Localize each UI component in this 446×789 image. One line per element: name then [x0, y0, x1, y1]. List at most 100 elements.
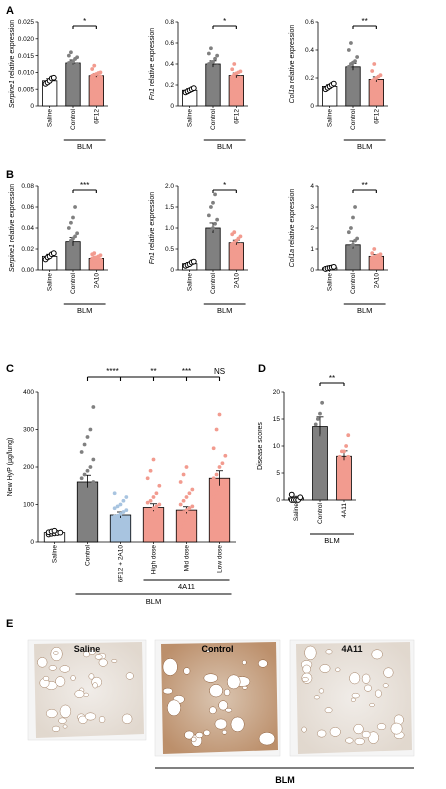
y-tick-label: 0.5 — [165, 246, 174, 253]
y-tick-label: 1 — [310, 246, 314, 253]
alveolar-space — [345, 737, 354, 744]
data-point — [217, 412, 222, 417]
data-point — [370, 87, 375, 92]
data-point — [91, 457, 96, 462]
y-axis-label-gene: Serpine1 — [9, 80, 16, 108]
x-tick-label: Control — [210, 272, 217, 294]
significance-label: NS — [214, 367, 225, 376]
y-tick-label: 0 — [170, 267, 174, 274]
x-tick-label: Saline — [187, 109, 194, 127]
alveolar-space — [83, 692, 89, 697]
data-point — [79, 517, 84, 522]
x-tick-label: 6F12 — [93, 109, 100, 124]
y-tick-label: 0.005 — [18, 86, 35, 93]
alveolar-space — [191, 736, 197, 743]
chart-c: 0 100 200 300 400 New HyP (µg/lung) Saline Cont… — [6, 363, 236, 606]
x-tick-label: 2A10 — [93, 273, 100, 289]
alveolar-space — [125, 672, 134, 680]
alveolar-space — [242, 685, 248, 690]
y-tick-label: 2 — [310, 225, 314, 232]
y-axis-label: Fn1 relative expression — [149, 192, 156, 264]
x-tick-label: Control — [317, 502, 324, 524]
alveolar-space — [324, 707, 333, 714]
subgroup-label: 4A11 — [178, 582, 195, 591]
data-point — [220, 502, 225, 507]
data-point — [71, 215, 75, 220]
data-point — [232, 230, 237, 235]
y-tick-label: 2.0 — [165, 183, 174, 190]
data-point — [98, 257, 103, 262]
alveolar-space — [301, 726, 307, 733]
alveolar-space — [84, 712, 97, 721]
y-tick-label: 1.5 — [165, 204, 174, 211]
alveolar-space — [183, 667, 191, 675]
data-point — [190, 487, 195, 492]
chart-b-1: 0.00 0.02 0.04 0.06 0.08 Serpine1 relative ex… — [6, 169, 108, 315]
data-point — [98, 70, 103, 75]
data-point — [351, 242, 355, 247]
data-point — [178, 502, 183, 507]
y-axis-label-gene: Serpine1 — [9, 244, 16, 272]
alveolar-space — [230, 716, 245, 733]
alveolar-space — [70, 675, 76, 681]
alveolar-space — [353, 723, 364, 735]
alveolar-space — [349, 672, 361, 685]
y-axis-label-gene: Fn1 — [149, 88, 156, 100]
data-point — [211, 517, 216, 522]
data-point — [238, 75, 243, 80]
data-point — [151, 457, 156, 462]
y-axis-label: Col1a relative expression — [289, 189, 296, 268]
y-tick-label: 0.2 — [165, 82, 174, 89]
data-point — [145, 500, 150, 505]
data-point — [315, 417, 320, 421]
data-point — [238, 69, 243, 74]
data-point — [82, 442, 87, 447]
alveolar-space — [98, 716, 106, 724]
data-point — [190, 513, 195, 518]
alveolar-space — [214, 718, 228, 730]
alveolar-space — [383, 667, 394, 678]
data-point — [178, 525, 183, 529]
y-tick-label: 0 — [170, 103, 174, 110]
data-point — [214, 427, 219, 432]
x-tick-label: Saline — [187, 273, 194, 291]
group-label: BLM — [217, 142, 232, 151]
data-point — [355, 67, 360, 72]
data-point — [154, 513, 159, 518]
significance-label: ** — [362, 17, 368, 26]
y-tick-label: 0.04 — [21, 225, 34, 232]
data-point — [320, 433, 325, 438]
data-point — [372, 62, 377, 66]
data-point — [322, 427, 327, 432]
y-axis-label: New HyP (µg/lung) — [7, 438, 14, 497]
data-point — [187, 491, 192, 496]
significance-label: * — [223, 181, 226, 190]
bar-6f12-2a10 — [109, 514, 132, 543]
data-point — [211, 495, 216, 499]
alveolar-space — [55, 676, 66, 687]
alveolar-space — [361, 673, 371, 684]
x-tick-label: High dose — [151, 545, 158, 575]
y-axis-label: Disease scores — [257, 422, 264, 470]
y-axis-label-rest: relative expression — [9, 20, 16, 80]
data-point — [82, 472, 87, 477]
data-point — [223, 453, 228, 458]
data-point — [337, 454, 342, 459]
alveolar-space — [209, 684, 223, 698]
y-axis-label-gene: Fn1 — [149, 252, 156, 264]
data-point — [88, 502, 93, 507]
data-point — [145, 521, 150, 526]
x-tick-label: Control — [210, 108, 217, 130]
data-point — [215, 217, 220, 222]
data-point — [211, 476, 216, 481]
alveolar-space — [83, 651, 90, 658]
data-point — [339, 465, 344, 470]
data-point — [232, 81, 237, 85]
data-point — [351, 255, 355, 260]
data-point — [378, 73, 383, 78]
alveolar-space — [94, 654, 103, 660]
data-point — [209, 205, 213, 209]
alveolar-space — [382, 683, 389, 688]
data-point — [121, 510, 126, 514]
